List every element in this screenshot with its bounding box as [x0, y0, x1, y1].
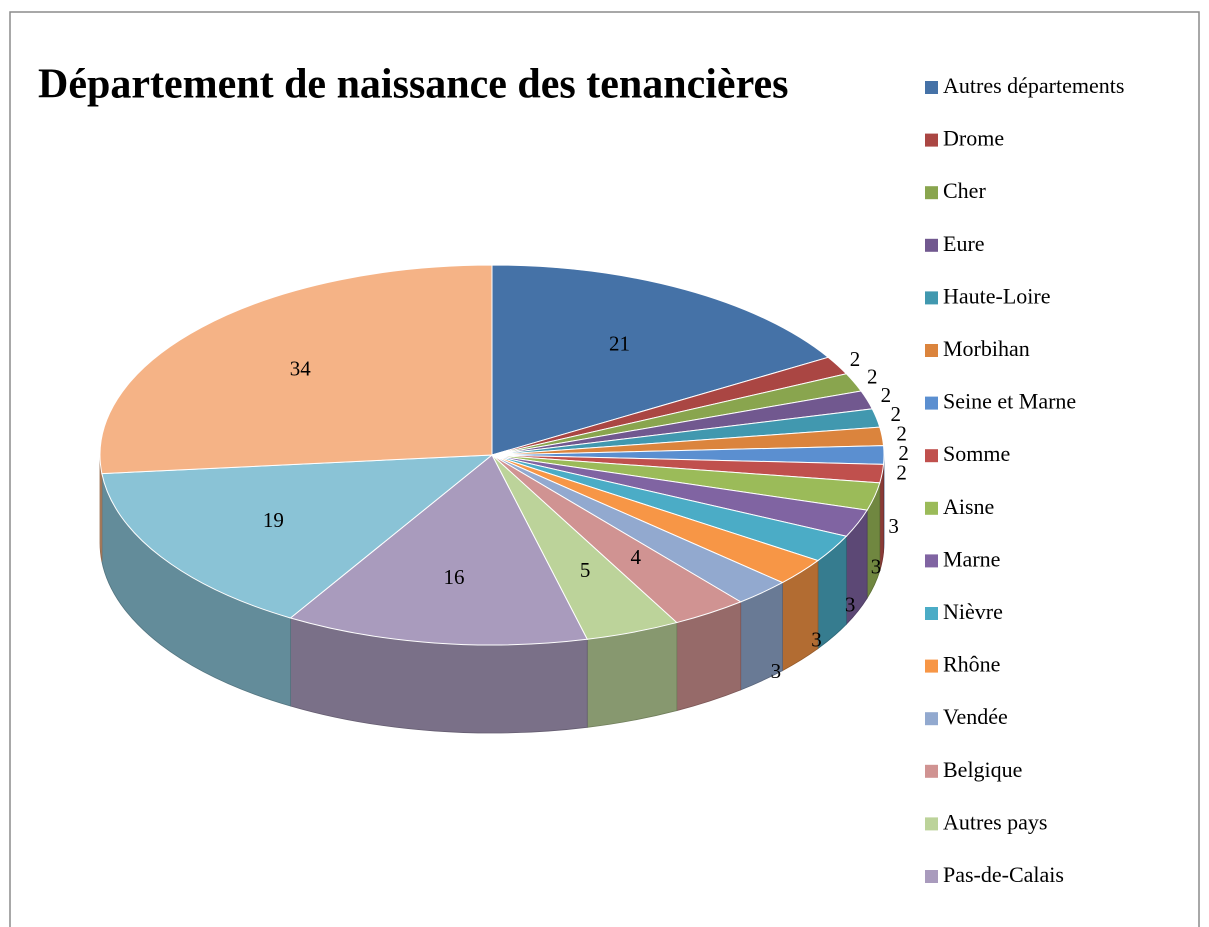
legend-swatch [925, 870, 938, 883]
legend-swatch [925, 501, 938, 515]
data-label: 2 [867, 364, 878, 388]
data-label: 3 [871, 554, 882, 578]
data-label: 5 [580, 558, 591, 582]
legend-swatch [925, 186, 938, 200]
data-label: 2 [896, 421, 907, 445]
chart-frame [9, 11, 1200, 927]
data-label: 3 [811, 628, 822, 652]
legend-swatch [925, 133, 938, 147]
legend-label: Autres pays [943, 809, 1047, 834]
legend-label: Autres départements [943, 73, 1124, 98]
pie-slice [101, 454, 494, 619]
data-label: 3 [845, 593, 856, 617]
legend-label: Morbihan [943, 336, 1030, 361]
data-label: 2 [881, 383, 892, 407]
data-label: 3 [771, 659, 782, 683]
legend-label: Haute-Loire [943, 283, 1051, 308]
data-label: 2 [896, 460, 907, 484]
legend-label: Vendée [943, 704, 1008, 729]
legend-swatch [925, 291, 938, 305]
legend-label: Cher [943, 178, 986, 203]
data-label: 2 [890, 402, 901, 426]
legend-label: Seine et Marne [943, 389, 1076, 414]
legend-swatch [925, 712, 938, 726]
legend-label: Belgique [943, 757, 1022, 782]
legend-swatch [925, 81, 938, 94]
data-label: 19 [263, 508, 284, 532]
legend-label: Pas-de-Calais [943, 862, 1064, 887]
legend-label: Nièvre [943, 599, 1003, 624]
legend-swatch [925, 396, 938, 410]
legend-swatch [925, 554, 938, 568]
legend-label: Rhône [943, 652, 1000, 677]
legend-swatch [925, 449, 938, 463]
legend-swatch [925, 238, 938, 252]
legend-label: Marne [943, 546, 1000, 571]
data-label: 2 [850, 347, 861, 371]
legend-label: Eure [943, 231, 985, 256]
legend-label: Aisne [943, 494, 994, 519]
data-label: 34 [290, 357, 312, 381]
pie-slice [99, 264, 493, 475]
legend-swatch [925, 607, 938, 620]
legend-swatch [925, 764, 938, 778]
pie-sides [99, 454, 885, 734]
pie-tops [99, 264, 885, 646]
data-label: 3 [888, 514, 899, 538]
legend-swatch [925, 659, 938, 673]
chart-title: Département de naissance des tenancières [38, 62, 788, 108]
data-label: 2 [898, 441, 909, 465]
slice-side [586, 622, 678, 728]
data-label: 16 [444, 565, 465, 589]
legend-label: Drome [943, 126, 1004, 151]
pie-slice [289, 454, 589, 646]
data-label: 4 [630, 545, 641, 569]
legend-swatch [925, 817, 938, 831]
data-label: 21 [609, 332, 630, 356]
pie-slice [491, 264, 830, 456]
legend: Autres départements Drome Cher Eure Haute-Lo… [925, 73, 1124, 887]
legend-label: Somme [943, 441, 1010, 466]
legend-swatch [925, 344, 938, 357]
